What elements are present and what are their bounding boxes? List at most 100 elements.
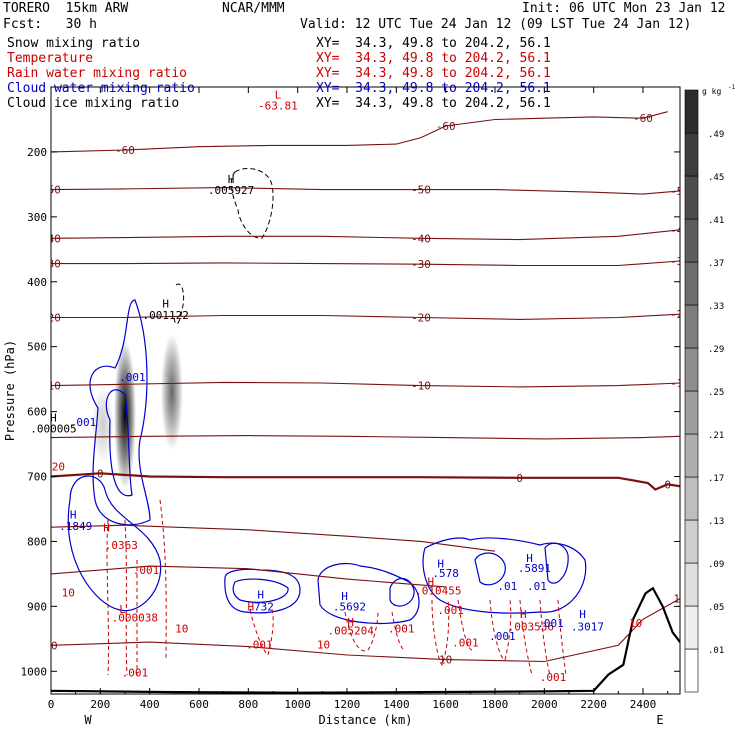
temperature-contour [51, 472, 680, 491]
contour-annotation: .000005 [30, 422, 76, 435]
contour-annotation: H [437, 557, 444, 570]
temperature-contour-label: -20 [670, 308, 690, 321]
temperature-contour-label: -30 [670, 255, 690, 268]
contour-annotation: H [347, 616, 354, 629]
contour-annotation: H [428, 576, 435, 589]
contour-annotation: .3017 [571, 620, 604, 633]
legend-cloud-ice-xy: XY= 34.3, 49.8 to 204.2, 56.1 [316, 96, 551, 111]
snow-shade [91, 385, 114, 464]
y-tick-label: 500 [27, 341, 47, 354]
colorbar-label: .49 [708, 130, 724, 140]
temperature-contour-label: -50 [411, 184, 431, 197]
temperature-contour-label: -60 [633, 112, 653, 125]
contour-annotation: .001 [133, 564, 160, 577]
colorbar-cell [684, 605, 699, 650]
colorbar-label: .01 [708, 646, 724, 656]
contour-annotation: .001 [388, 622, 415, 635]
contour-annotation: H [162, 298, 169, 311]
temperature-contour-label: 0 [516, 472, 523, 485]
temperature-contour-label: -10 [670, 377, 690, 390]
colorbar-label: .37 [708, 259, 724, 269]
contour-annotation: 10 [317, 639, 330, 652]
colorbar-cell [684, 562, 699, 607]
contour-annotation: H [526, 552, 533, 565]
cloud-water-contour [232, 578, 289, 603]
rain-water-contour [519, 599, 567, 676]
fcst-label: Fcst: 30 h [3, 17, 97, 32]
contour-annotation: .003536 [508, 620, 554, 633]
x-tick-label: 600 [189, 698, 209, 711]
contour-annotation: H [257, 589, 264, 602]
colorbar-label: .41 [708, 216, 724, 226]
legend-cloud-water: Cloud water mixing ratio [7, 81, 195, 96]
contour-annotation: 10 [62, 587, 75, 600]
legend-cloud-ice: Cloud ice mixing ratio [7, 96, 180, 111]
terrain-line [51, 586, 680, 694]
temperature-contour-label: -10 [411, 380, 431, 393]
temperature-contour-label: -50 [41, 184, 61, 197]
contour-annotation: .010455 [415, 585, 461, 598]
x-tick-label: 0 [48, 698, 55, 711]
temperature-contour-label: -20 [41, 311, 61, 324]
colorbar-label: .13 [708, 517, 724, 527]
cloud-water-contour [67, 475, 162, 612]
contour-annotation: .001 [540, 671, 567, 684]
colorbar-cell [684, 89, 699, 134]
contour-annotation: .5891 [518, 562, 551, 575]
colorbar-label: .05 [708, 603, 724, 613]
contour-annotation: .5692 [333, 600, 366, 613]
cloud-water-contour [89, 299, 151, 526]
contour-annotation: .0363 [105, 539, 138, 552]
contour-annotation: H [247, 600, 254, 613]
cloud-water-contour [105, 389, 133, 497]
rain-water-contour [344, 611, 406, 652]
colorbar-cell [684, 433, 699, 478]
x-axis-label: Distance (km) [319, 713, 413, 727]
legend-snow-xy: XY= 34.3, 49.8 to 204.2, 56.1 [316, 36, 551, 51]
temperature-contour [51, 187, 680, 195]
plot-frame [50, 86, 681, 695]
colorbar-unit: g kg [702, 87, 721, 96]
temperature-contour [51, 260, 680, 267]
rain-water-contour [431, 599, 512, 666]
center-label: NCAR/MMM [222, 1, 285, 16]
y-tick-label: 400 [27, 276, 47, 289]
colorbar-cell [684, 347, 699, 392]
temperature-contour-label: 0 [664, 478, 671, 491]
cloud-water-contour [422, 537, 587, 614]
snow-shade [160, 333, 183, 451]
colorbar-label: .17 [708, 474, 724, 484]
temperature-contour [51, 524, 496, 552]
temperature-contour [51, 229, 680, 241]
colorbar-cell [684, 218, 699, 263]
contour-annotation: .001 [452, 637, 479, 650]
colorbar-label: .29 [708, 345, 724, 355]
colorbar-label: .45 [708, 173, 724, 183]
legend-rain: Rain water mixing ratio [7, 66, 188, 81]
x-tick-label: 200 [90, 698, 110, 711]
colorbar-label: .09 [708, 560, 724, 570]
x-tick-label: 400 [140, 698, 160, 711]
contour-annotation: H [50, 411, 57, 424]
temperature-contour-label: -20 [411, 311, 431, 324]
rain-water-contour [106, 499, 167, 676]
contour-annotation: .732 [247, 600, 274, 613]
contour-annotation: H [70, 509, 77, 522]
cloud-water-contour [474, 552, 506, 586]
y-tick-label: 1000 [21, 665, 48, 678]
temperature-contour-label: 0 [97, 467, 104, 480]
temperature-contour [51, 111, 668, 153]
west-label: W [84, 713, 92, 727]
contour-annotation: 20 [52, 461, 65, 474]
model-label: TORERO 15km ARW [3, 1, 129, 16]
temperature-contour-label: -30 [41, 258, 61, 271]
cloud-water-contour [544, 542, 569, 584]
temperature-contour [51, 435, 680, 440]
contour-annotation: L [275, 89, 282, 102]
temperature-contour-label: 10 [44, 639, 57, 652]
x-tick-label: 800 [238, 698, 258, 711]
contour-annotation: .005204 [328, 624, 375, 637]
contour-annotation: .001 [489, 630, 516, 643]
colorbar-cell [684, 519, 699, 564]
